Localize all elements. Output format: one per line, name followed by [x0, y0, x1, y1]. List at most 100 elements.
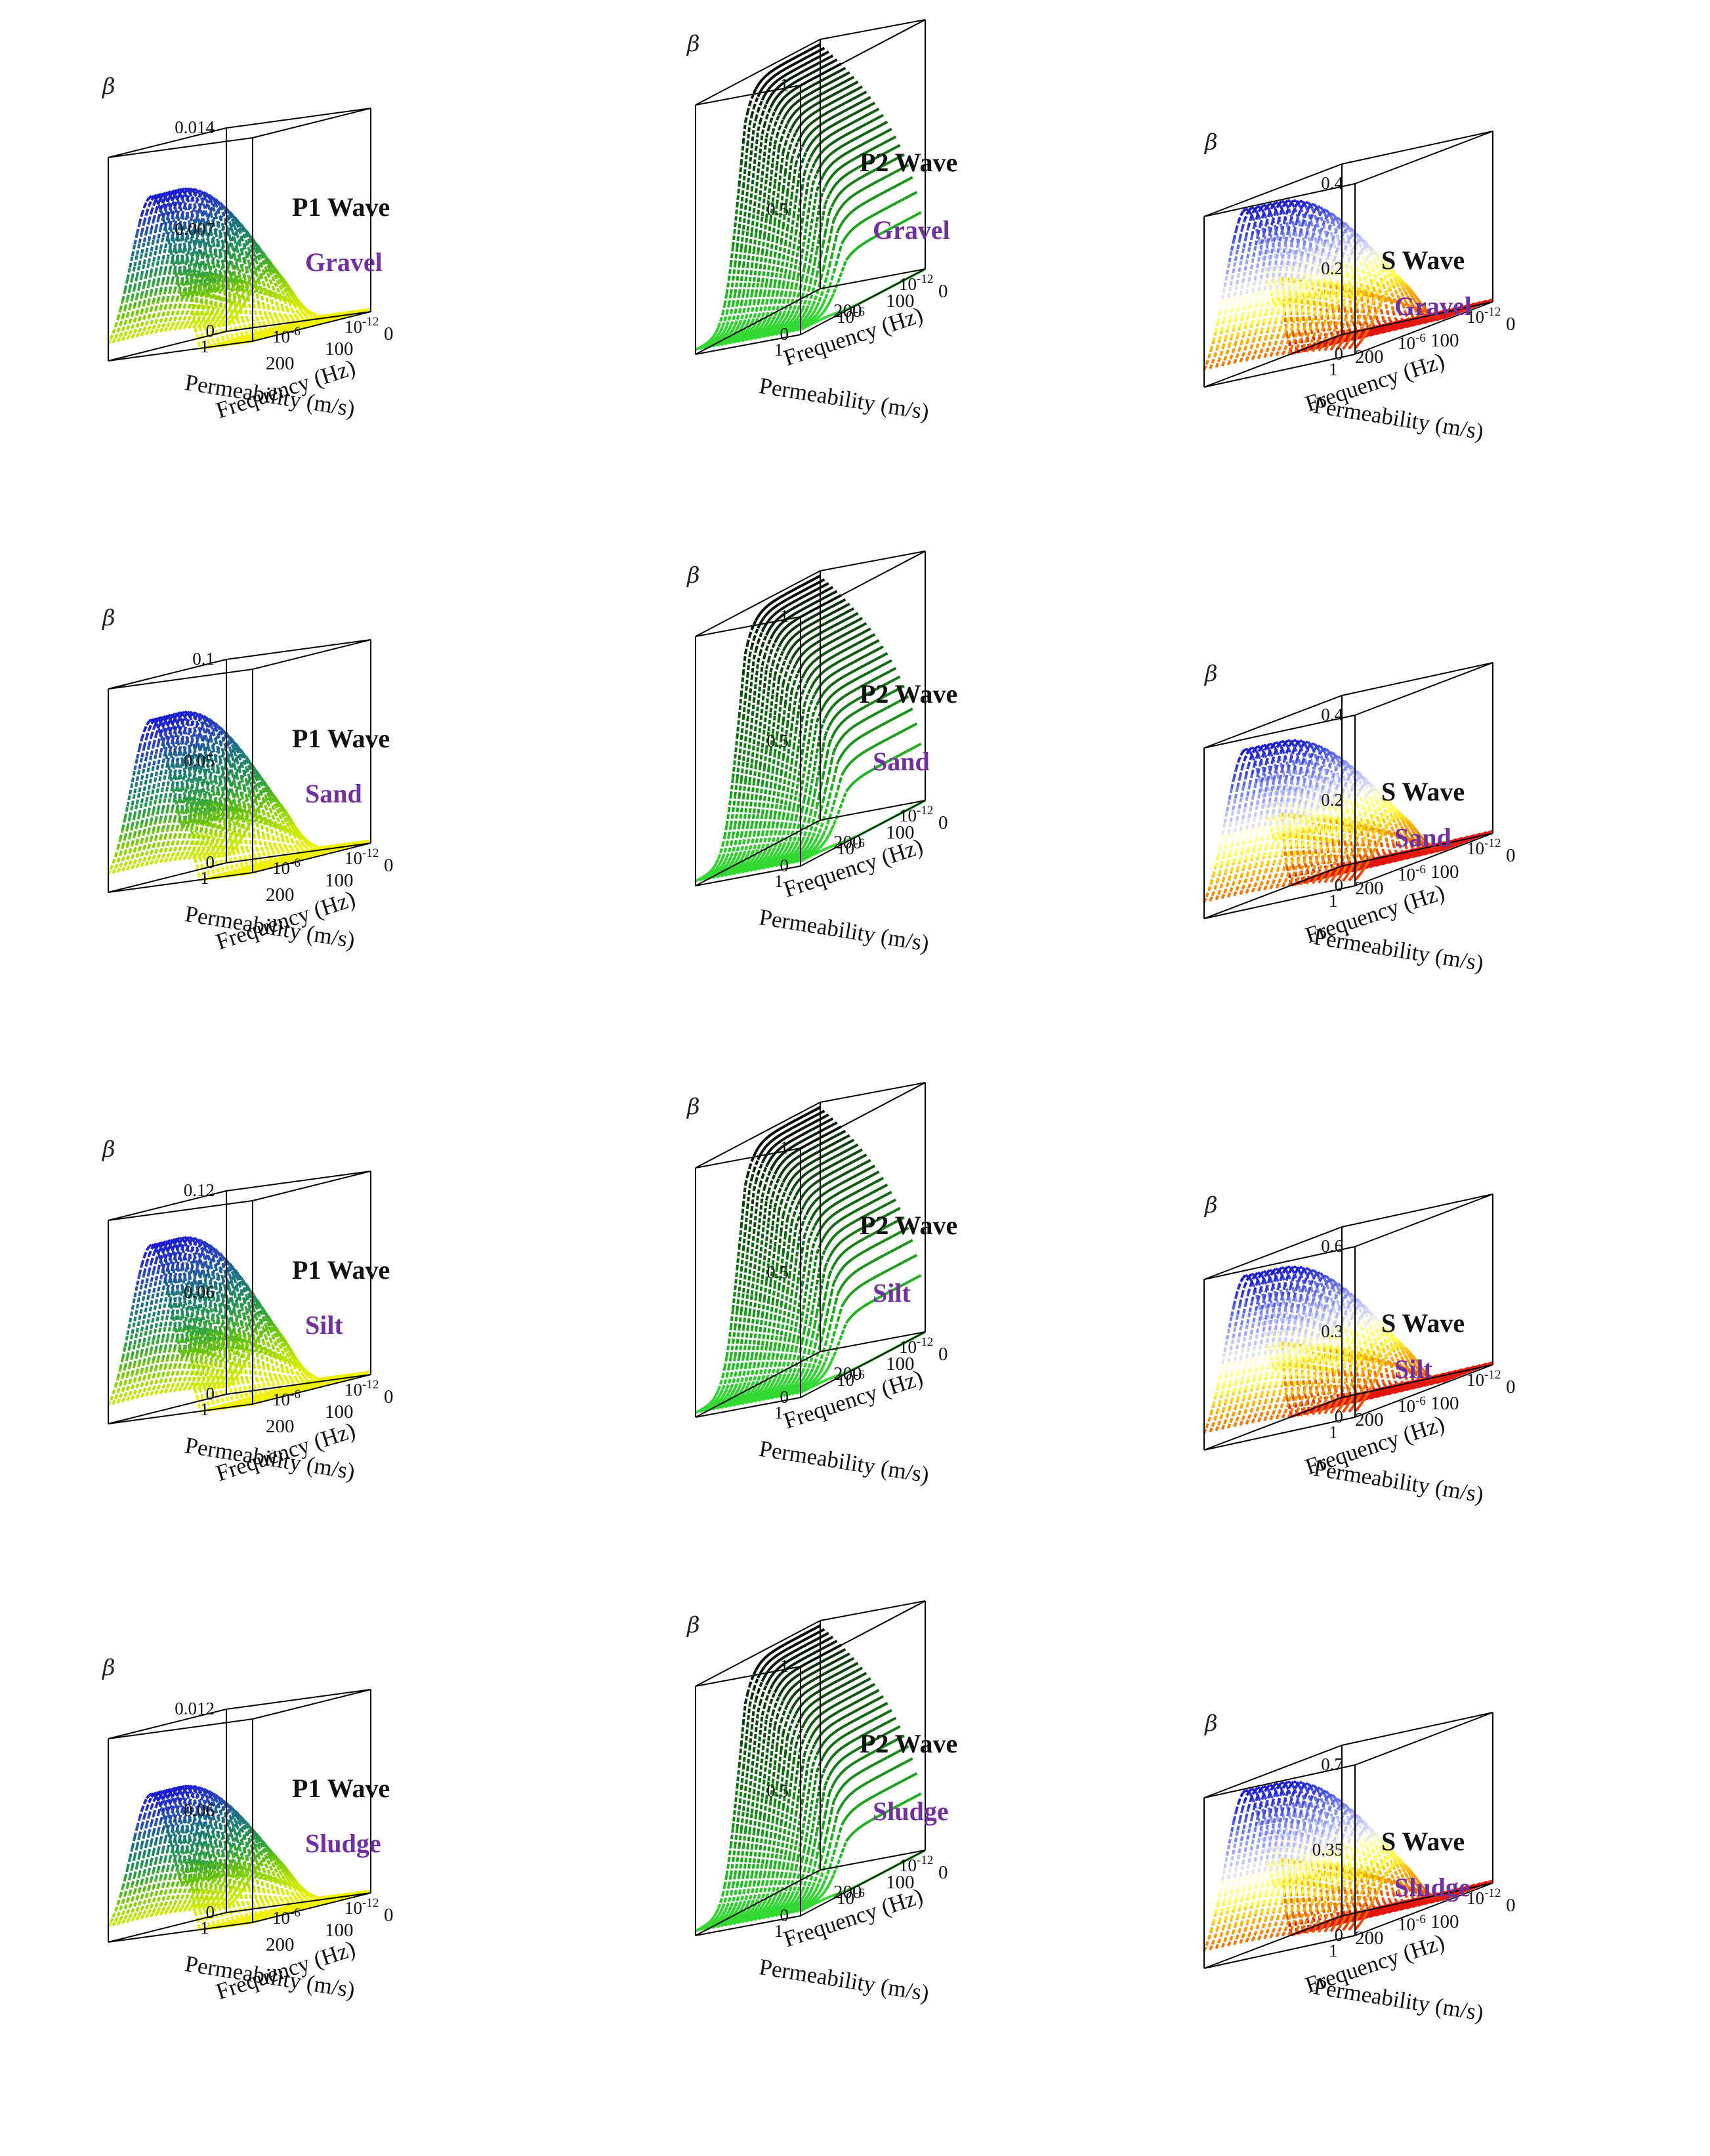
- surface-segment: [795, 323, 799, 327]
- surface-segment: [136, 747, 141, 759]
- surface-segment: [853, 119, 857, 123]
- surface-segment: [872, 118, 876, 122]
- surface-segment: [1290, 320, 1296, 330]
- surface-segment: [843, 109, 846, 113]
- surface-segment: [769, 201, 774, 220]
- surface-segment: [847, 183, 851, 187]
- surface-segment: [1251, 225, 1256, 236]
- surface-segment: [140, 730, 146, 739]
- surface-segment: [1271, 344, 1277, 352]
- surface-segment: [816, 134, 820, 138]
- surface-segment: [205, 304, 211, 325]
- surface-segment: [1300, 230, 1305, 241]
- surface-segment: [194, 231, 200, 242]
- surface-segment: [167, 765, 173, 777]
- surface-segment: [839, 75, 843, 79]
- surface-segment: [200, 334, 206, 348]
- surface-segment: [168, 299, 174, 309]
- surface-segment: [773, 96, 778, 101]
- surface-segment: [1310, 259, 1316, 272]
- surface-segment: [785, 326, 789, 331]
- surface-segment: [144, 302, 150, 312]
- surface-segment: [220, 224, 226, 231]
- surface-segment: [753, 267, 758, 282]
- surface-segment: [1280, 337, 1285, 345]
- surface-segment: [783, 331, 787, 335]
- surface-segment: [793, 322, 797, 327]
- surface-segment: [776, 148, 781, 166]
- surface-segment: [849, 121, 853, 126]
- surface-segment: [744, 329, 749, 333]
- surface-segment: [782, 273, 787, 285]
- surface-segment: [761, 320, 766, 325]
- surface-segment: [809, 246, 814, 259]
- surface-segment: [736, 323, 741, 329]
- surface-segment: [1285, 206, 1291, 214]
- surface-segment: [1299, 280, 1305, 292]
- surface-segment: [1348, 333, 1354, 340]
- surface-segment: [217, 201, 220, 205]
- surface-segment: [855, 127, 859, 131]
- surface-segment: [1374, 308, 1379, 315]
- surface-segment: [190, 195, 196, 201]
- surface-segment: [232, 262, 238, 270]
- surface-segment: [772, 326, 776, 331]
- surface-segment: [841, 81, 845, 85]
- surface-segment: [849, 169, 853, 174]
- surface-segment: [169, 191, 174, 196]
- surface-segment: [869, 102, 873, 106]
- surface-segment: [807, 114, 812, 119]
- surface-segment: [766, 331, 770, 335]
- surface-segment: [841, 164, 845, 168]
- surface-segment: [759, 323, 764, 329]
- surface-segment: [815, 56, 819, 60]
- surface-segment: [272, 291, 276, 297]
- surface-segment: [759, 114, 764, 123]
- surface-segment: [247, 234, 252, 238]
- surface-segment: [780, 189, 785, 207]
- surface-segment: [201, 246, 207, 257]
- surface-segment: [853, 146, 857, 150]
- surface-segment: [1371, 332, 1375, 336]
- surface-segment: [820, 122, 824, 126]
- surface-segment: [200, 833, 206, 857]
- surface-segment: [231, 282, 236, 291]
- surface-segment: [804, 49, 808, 54]
- surface-segment: [816, 87, 820, 92]
- surface-segment: [241, 300, 247, 306]
- surface-segment: [797, 66, 801, 70]
- surface-segment: [762, 178, 768, 197]
- surface-segment: [136, 222, 141, 234]
- surface-segment: [828, 102, 832, 106]
- surface-segment: [855, 80, 859, 84]
- surface-segment: [805, 108, 809, 112]
- surface-segment: [274, 291, 279, 298]
- surface-segment: [845, 133, 849, 136]
- surface-segment: [171, 224, 177, 237]
- surface-segment: [902, 166, 905, 170]
- surface-segment: [728, 338, 732, 342]
- surface-segment: [185, 272, 190, 283]
- surface-segment: [784, 73, 788, 77]
- surface-segment: [266, 264, 272, 272]
- surface-segment: [1263, 213, 1268, 221]
- surface-segment: [243, 228, 247, 232]
- surface-segment: [841, 110, 845, 114]
- surface-segment: [133, 804, 138, 816]
- surface-segment: [904, 165, 907, 169]
- surface-segment: [822, 52, 825, 56]
- surface-segment: [1327, 299, 1333, 309]
- surface-segment: [857, 86, 861, 91]
- surface-segment: [790, 113, 795, 118]
- surface-segment: [720, 342, 724, 346]
- surface-segment: [213, 311, 219, 318]
- surface-segment: [790, 295, 795, 304]
- surface-segment: [860, 143, 864, 147]
- surface-segment: [751, 329, 755, 334]
- surface-segment: [123, 329, 129, 337]
- surface-segment: [278, 285, 283, 291]
- surface-segment: [192, 219, 198, 230]
- surface-segment: [725, 304, 730, 314]
- surface-segment: [285, 286, 291, 293]
- surface-segment: [834, 195, 839, 200]
